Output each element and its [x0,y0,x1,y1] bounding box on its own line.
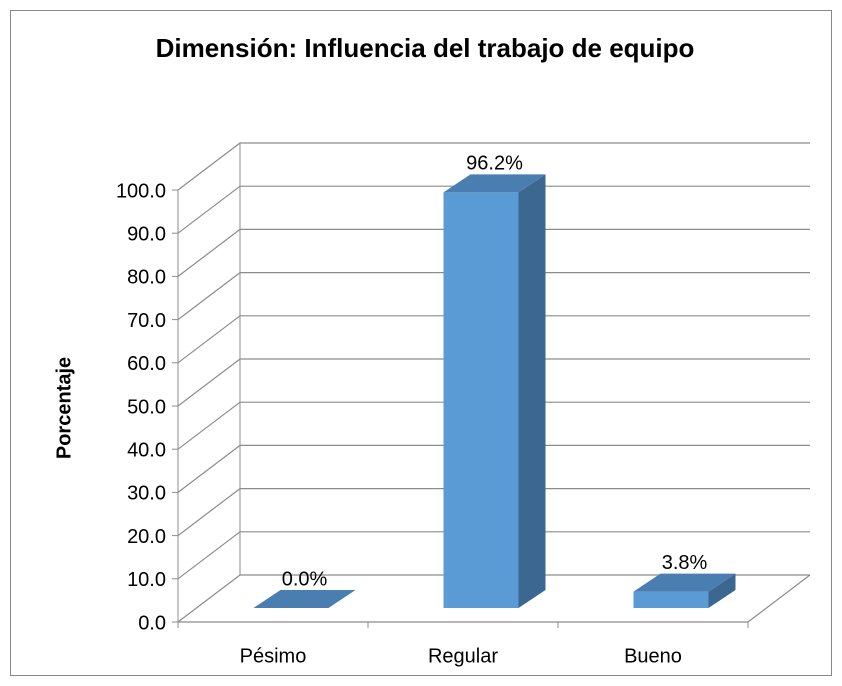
y-tick-label: 80.0 [127,267,166,289]
x-tick-label: Regular [428,645,498,667]
y-tick-label: 20.0 [127,526,166,548]
bar [253,590,356,608]
bar-front [443,192,519,608]
data-label: 0.0% [282,568,328,590]
bar-top [633,573,736,592]
y-tick-label: 70.0 [127,310,166,332]
bar-side [708,573,736,608]
y-tick-label: 40.0 [127,439,166,461]
bar-top [443,174,546,193]
bar [443,174,546,608]
x-tick-label: Pésimo [240,645,307,667]
data-label: 3.8% [662,552,708,574]
y-tick-label: 30.0 [127,483,166,505]
y-tick-label: 10.0 [127,569,166,591]
y-tick-label: 90.0 [127,223,166,245]
chart-title: Dimensión: Influencia del trabajo de equ… [155,33,695,63]
chart-border [10,10,832,676]
y-tick-label: 100.0 [116,180,166,202]
bar-top [253,590,356,608]
y-tick-label: 60.0 [127,353,166,375]
data-label: 96.2% [466,153,523,175]
y-tick-label: 50.0 [127,396,166,418]
y-axis-label: Porcentaje [53,357,75,459]
bar [633,573,736,608]
y-tick-label: 0.0 [138,612,166,634]
bar-side [518,174,546,608]
x-tick-label: Bueno [624,645,682,667]
bar-front [633,591,709,608]
